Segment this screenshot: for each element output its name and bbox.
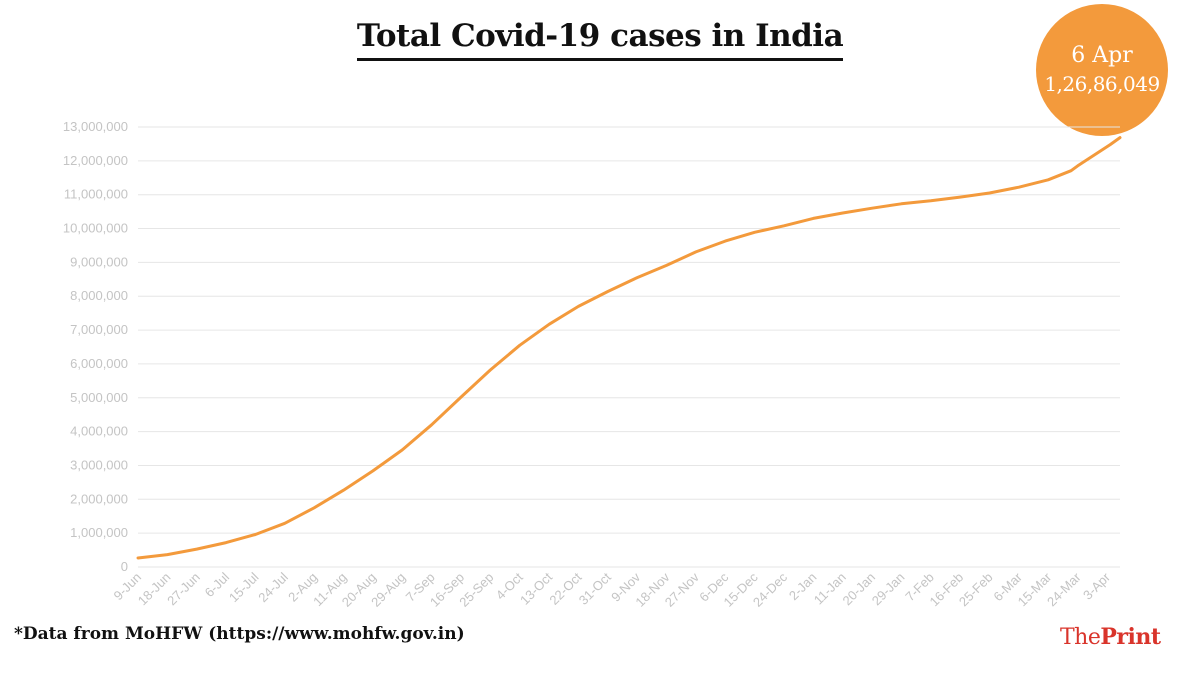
- badge-date: 6 Apr: [1071, 43, 1133, 68]
- y-tick-label: 3,000,000: [70, 457, 128, 472]
- logo-print: Print: [1100, 624, 1161, 650]
- y-tick-label: 2,000,000: [70, 491, 128, 506]
- y-tick-label: 8,000,000: [70, 288, 128, 303]
- y-tick-label: 1,000,000: [70, 525, 128, 540]
- x-tick-label: 13-Oct: [517, 569, 555, 607]
- badge-value: 1,26,86,049: [1044, 72, 1160, 96]
- x-tick-label: 3-Apr: [1080, 569, 1114, 603]
- x-tick-label: 29-Jan: [869, 570, 908, 609]
- y-tick-label: 4,000,000: [70, 424, 128, 439]
- x-tick-label: 25-Feb: [956, 570, 996, 610]
- x-tick-label: 31-Oct: [576, 569, 614, 607]
- y-tick-label: 7,000,000: [70, 322, 128, 337]
- x-tick-label: 24-Mar: [1044, 569, 1084, 609]
- series-line: [136, 136, 1122, 560]
- x-tick-label: 27-Nov: [662, 569, 703, 610]
- latest-value-badge: 6 Apr 1,26,86,049: [1036, 4, 1168, 136]
- y-tick-label: 9,000,000: [70, 254, 128, 269]
- y-tick-label: 10,000,000: [63, 221, 128, 236]
- logo-the: The: [1060, 625, 1101, 650]
- x-tick-label: 27-Jun: [164, 570, 203, 609]
- y-tick-label: 13,000,000: [63, 119, 128, 134]
- x-tick-label: 22-Oct: [546, 569, 584, 607]
- theprint-logo: ThePrint: [1060, 624, 1161, 650]
- x-tick-label: 15-Jul: [226, 569, 262, 605]
- y-tick-label: 5,000,000: [70, 390, 128, 405]
- x-tick-label: 24-Dec: [750, 569, 791, 610]
- y-tick-label: 6,000,000: [70, 356, 128, 371]
- y-tick-label: 0: [121, 559, 128, 574]
- source-footnote: *Data from MoHFW (https://www.mohfw.gov.…: [14, 624, 465, 644]
- chart-title: Total Covid-19 cases in India: [0, 18, 1200, 61]
- y-tick-label: 11,000,000: [64, 187, 128, 202]
- y-tick-label: 12,000,000: [63, 153, 128, 168]
- x-tick-label: 24-Jul: [255, 569, 291, 605]
